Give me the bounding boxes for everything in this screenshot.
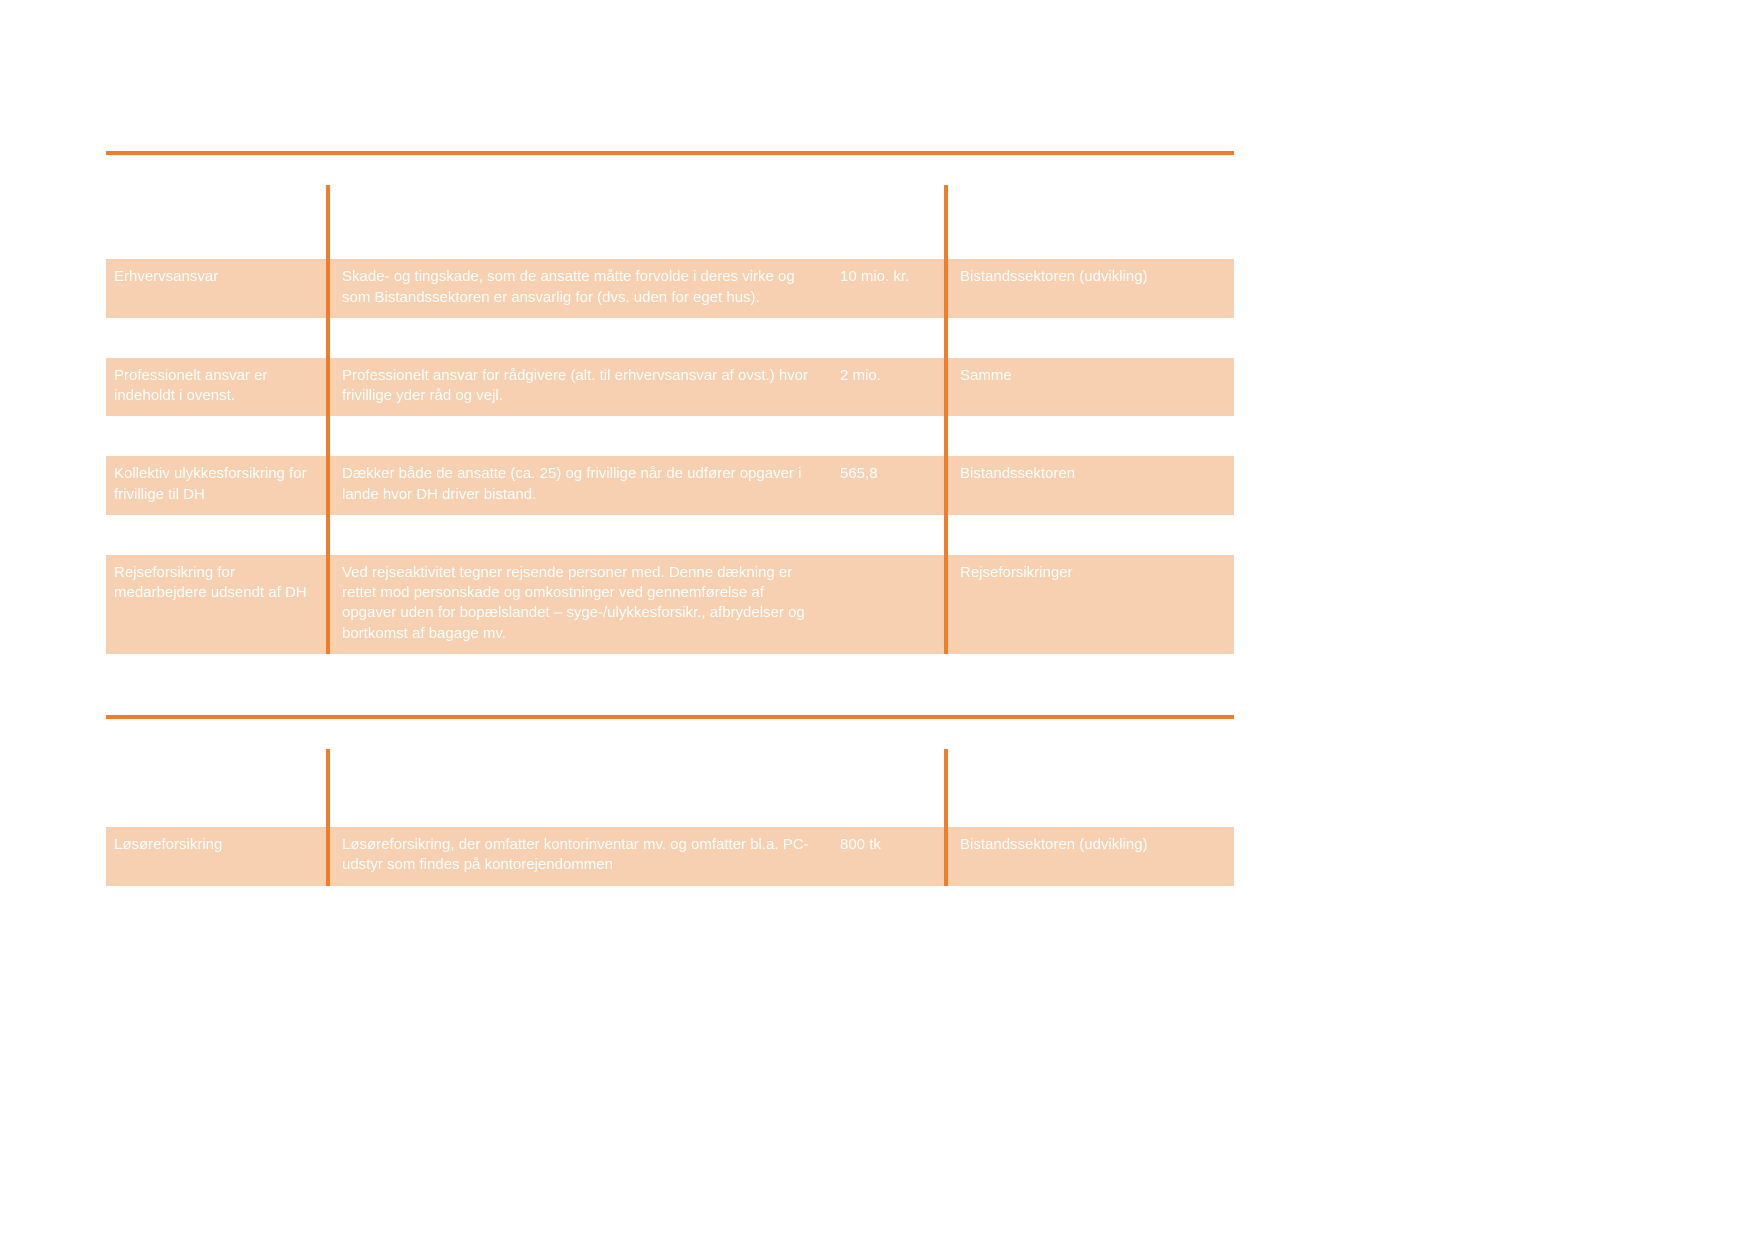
table-2-col-2: Beskrivelse	[326, 759, 824, 797]
table-row: Erhvervsansvar Skade- og tingskade, som …	[106, 259, 1234, 318]
page: Hvilken type forsikringer er der tale om…	[106, 0, 1234, 914]
cell-holder: Bistandssektoren (udvikling)	[944, 827, 1234, 886]
table-1-col-1: Dækning	[106, 195, 326, 233]
table-row: Professionelt ansvar er indeholdt i oven…	[106, 358, 1234, 417]
section-2-rule	[106, 715, 1234, 719]
table-2: Dækning Beskrivelse Sum i kr. Forsikring…	[106, 749, 1234, 886]
cell-coverage: Professionelt ansvar er indeholdt i oven…	[106, 358, 326, 417]
cell-sum	[824, 555, 944, 654]
cell-coverage: Rejseforsikring for medarbejdere udsendt…	[106, 555, 326, 654]
table-1-head: Dækning Beskrivelse Sum i kr. Forsikring…	[106, 185, 1234, 259]
table-1-vline-2	[944, 185, 948, 654]
cell-holder: Rejseforsikringer	[944, 555, 1234, 654]
table-row: Løsøreforsikring Løsøreforsikring, der o…	[106, 827, 1234, 886]
cell-description: Dækker både de ansatte (ca. 25) og frivi…	[326, 456, 824, 515]
table-1-col-4: Forsikringstager	[944, 195, 1234, 233]
cell-coverage: Erhvervsansvar	[106, 259, 326, 318]
table-1-col-2: Beskrivelse	[326, 195, 824, 233]
table-1: Dækning Beskrivelse Sum i kr. Forsikring…	[106, 185, 1234, 654]
table-row: Kollektiv ulykkesforsikring for frivilli…	[106, 456, 1234, 515]
cell-coverage: Kollektiv ulykkesforsikring for frivilli…	[106, 456, 326, 515]
table-2-vline-2	[944, 749, 948, 886]
table-2-vline-1	[326, 749, 330, 886]
section-1-rule	[106, 151, 1234, 155]
cell-holder: Bistandssektoren (udvikling)	[944, 259, 1234, 318]
cell-description: Løsøreforsikring, der omfatter kontorinv…	[326, 827, 824, 886]
cell-description: Professionelt ansvar for rådgivere (alt.…	[326, 358, 824, 417]
cell-description: Skade- og tingskade, som de ansatte mått…	[326, 259, 824, 318]
cell-holder: Samme	[944, 358, 1234, 417]
table-1-col-3: Sum i kr.	[824, 195, 944, 233]
table-1-vline-1	[326, 185, 330, 654]
table-row: Rejseforsikring for medarbejdere udsendt…	[106, 555, 1234, 654]
cell-description: Ved rejseaktivitet tegner rejsende perso…	[326, 555, 824, 654]
table-2-col-4: Forsikringstager	[944, 759, 1234, 797]
cell-sum: 565,8	[824, 456, 944, 515]
cell-sum: 2 mio.	[824, 358, 944, 417]
cell-sum: 10 mio. kr.	[824, 259, 944, 318]
cell-holder: Bistandssektoren	[944, 456, 1234, 515]
section-2-title: Andet forsikring som er forbundet med bi…	[106, 682, 1234, 715]
cell-coverage: Løsøreforsikring	[106, 827, 326, 886]
section-1-title: Hvilken type forsikringer er der tale om…	[106, 118, 1234, 151]
cell-sum: 800 tk	[824, 827, 944, 886]
table-2-head: Dækning Beskrivelse Sum i kr. Forsikring…	[106, 749, 1234, 827]
table-2-col-1: Dækning	[106, 759, 326, 797]
table-2-col-3: Sum i kr.	[824, 759, 944, 797]
